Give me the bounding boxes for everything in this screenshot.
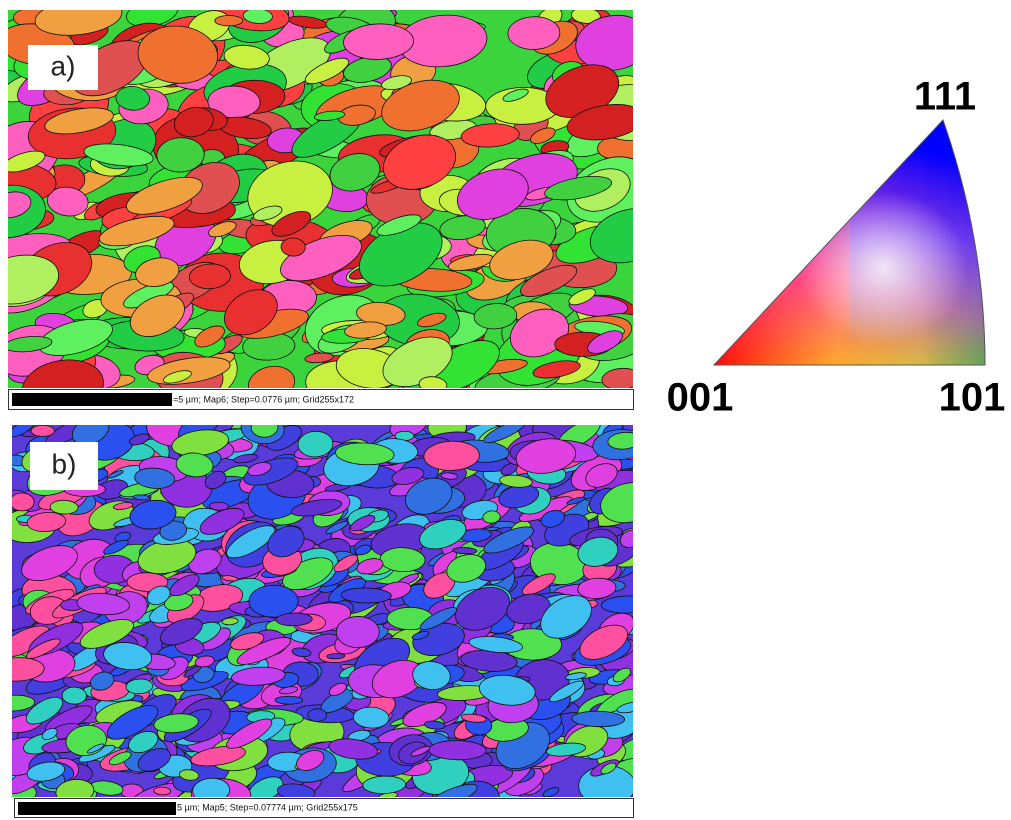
panel-label: b) <box>52 448 77 479</box>
orientation-map-b <box>0 399 662 815</box>
grain <box>249 585 298 617</box>
grain <box>10 493 35 512</box>
grain <box>31 425 54 436</box>
grain <box>275 696 303 704</box>
caption: 5 µm; Map5; Step=0.07774 µm; Grid255x175 <box>177 802 358 812</box>
legend-label: 101 <box>939 376 1006 420</box>
grain <box>308 709 327 722</box>
grain <box>62 687 87 705</box>
grain <box>327 653 345 659</box>
ipf-triangle <box>710 115 990 370</box>
panel-label: a) <box>51 50 76 81</box>
scale-bar <box>12 393 172 406</box>
legend-label: 001 <box>667 376 734 420</box>
grain <box>154 787 171 795</box>
grain <box>215 15 243 25</box>
grain <box>336 616 379 648</box>
scale-bar <box>18 802 176 815</box>
grain <box>453 547 477 554</box>
figure: a) b) =5 µm; Map6; Step=0.0776 µm; Grid2… <box>0 0 1011 820</box>
caption: =5 µm; Map6; Step=0.0776 µm; Grid255x172 <box>173 394 354 404</box>
orientation-map-a <box>0 0 674 422</box>
legend-label: 111 <box>914 75 976 119</box>
